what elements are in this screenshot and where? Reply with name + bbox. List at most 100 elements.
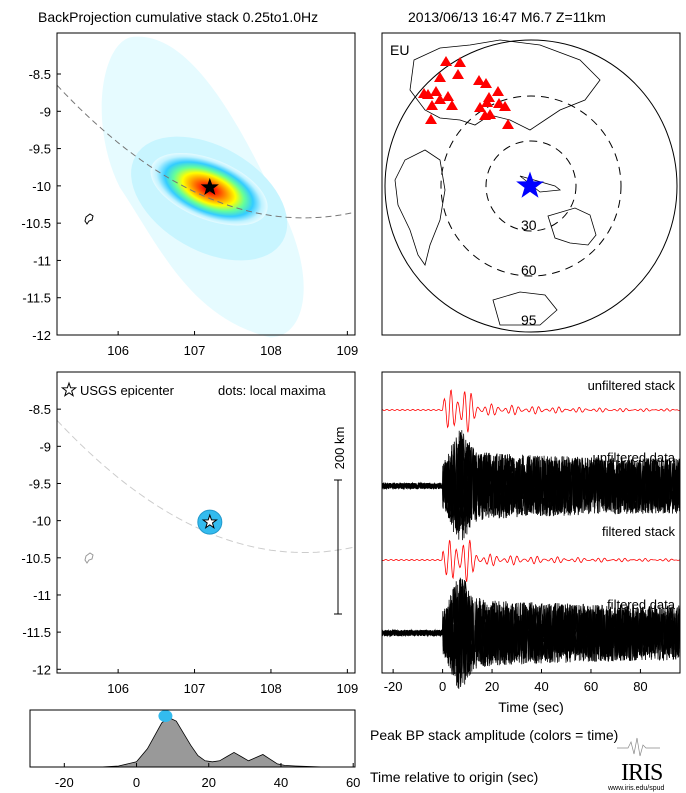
y-tick-label: -8.5 <box>29 67 51 82</box>
y-tick-label: -9.5 <box>29 476 51 491</box>
ring-label-95: 95 <box>521 312 537 328</box>
station-triangle <box>454 57 466 67</box>
legend-star-icon <box>60 381 78 397</box>
waveform-panel: unfiltered stack unfiltered data filtere… <box>381 371 681 715</box>
station-triangle <box>440 56 452 66</box>
title-right: 2013/06/13 16:47 M6.7 Z=11km <box>408 9 606 25</box>
y-tick-label: -12 <box>32 328 51 343</box>
station-triangle <box>473 75 485 85</box>
peak-xlabel: Time relative to origin (sec) <box>370 769 538 785</box>
x-tick-label: 109 <box>337 343 359 358</box>
peak-title: Peak BP stack amplitude (colors = time) <box>370 727 618 743</box>
x-tick-label: 108 <box>260 343 282 358</box>
axes-frame <box>29 709 356 768</box>
station-triangle <box>434 72 446 82</box>
x-tick-label: 60 <box>584 679 598 694</box>
epicenter-star <box>200 177 219 196</box>
station-triangle <box>418 88 430 98</box>
x-tick-label: 108 <box>260 681 282 696</box>
y-tick-label: -10.5 <box>21 216 51 231</box>
legend-label: USGS epicenter <box>80 383 175 398</box>
station-triangle <box>425 114 437 124</box>
station-triangle <box>426 100 438 110</box>
island-outline <box>84 213 94 225</box>
station-triangle <box>452 69 464 79</box>
y-tick-label: -9 <box>39 104 51 119</box>
x-tick-label: 106 <box>107 343 129 358</box>
coastline <box>409 39 601 131</box>
ring-label-30: 30 <box>521 217 537 233</box>
logo-url: www.iris.edu/spud <box>607 785 665 792</box>
y-tick-label: -9.5 <box>29 142 51 157</box>
logo-text: IRIS <box>621 760 662 786</box>
filtered-data-trace <box>381 577 681 688</box>
y-tick-label: -8.5 <box>29 402 51 417</box>
x-tick-label: 0 <box>439 679 446 694</box>
scalebar-label: 200 km <box>332 427 347 470</box>
distance-ring <box>440 95 622 277</box>
x-tick-label: 107 <box>184 343 206 358</box>
usgs-epicenter-star <box>201 513 218 530</box>
station-triangle <box>430 86 442 96</box>
x-tick-label: 106 <box>107 681 129 696</box>
filtered-stack-trace <box>381 539 681 582</box>
y-tick-label: -10 <box>32 514 51 529</box>
x-tick-label: 40 <box>274 775 288 790</box>
station-map-panel: EU 30 60 95 <box>381 32 681 336</box>
axes-frame <box>381 371 681 674</box>
x-tick-label: -20 <box>55 775 74 790</box>
title-left: BackProjection cumulative stack 0.25to1.… <box>38 9 318 25</box>
coastline <box>547 207 597 246</box>
peak-time-dot <box>158 710 173 722</box>
region-label: EU <box>390 42 409 58</box>
peak-amplitude-panel: Peak BP stack amplitude (colors = time) … <box>29 709 618 790</box>
epicenter-star <box>516 171 544 198</box>
local-maxima-panel: USGS epicenter dots: local maxima 200 km… <box>21 371 359 696</box>
station-triangle <box>480 78 492 88</box>
cumulative-stack-panel: 106 107 108 109 -8.5 -9 -9.5 -10 -10.5 -11 -11.5 -1… <box>21 32 359 358</box>
waveform-xlabel: Time (sec) <box>498 699 564 715</box>
label-filtered-data: filtered data <box>607 597 676 612</box>
y-tick-label: -9 <box>39 439 51 454</box>
station-triangle <box>446 100 458 110</box>
station-triangle <box>481 97 493 107</box>
y-tick-label: -11 <box>33 253 51 268</box>
iris-logo: IRIS www.iris.edu/spud <box>607 737 665 792</box>
y-tick-label: -11.5 <box>22 625 51 640</box>
island-outline <box>84 552 94 564</box>
y-tick-label: -10 <box>32 179 51 194</box>
x-tick-label: 20 <box>202 775 216 790</box>
x-tick-label: 0 <box>133 775 140 790</box>
station-triangle <box>474 102 486 112</box>
x-tick-label: 107 <box>184 681 206 696</box>
station-triangle <box>434 94 446 104</box>
local-maxima-note: dots: local maxima <box>218 383 326 398</box>
y-tick-label: -12 <box>32 662 51 677</box>
station-triangle <box>442 91 454 101</box>
unfiltered-stack-trace <box>381 389 681 433</box>
y-tick-label: -11 <box>33 588 51 603</box>
globe-outline <box>384 39 678 333</box>
y-tick-label: -10.5 <box>21 551 51 566</box>
station-triangle <box>502 119 514 129</box>
peak-amplitude-area <box>100 717 354 768</box>
ring-label-60: 60 <box>521 262 537 278</box>
x-tick-label: -20 <box>384 679 403 694</box>
label-unfiltered-stack: unfiltered stack <box>588 378 676 393</box>
coastline <box>394 149 446 266</box>
y-tick-label: -11.5 <box>22 291 51 306</box>
station-triangle <box>499 101 511 111</box>
axes-frame <box>381 32 681 336</box>
coastline <box>492 291 558 326</box>
station-triangle <box>493 98 505 108</box>
x-tick-label: 60 <box>346 775 360 790</box>
label-filtered-stack: filtered stack <box>602 524 675 539</box>
x-tick-label: 109 <box>337 681 359 696</box>
station-triangle <box>484 109 496 119</box>
x-tick-label: 40 <box>534 679 548 694</box>
x-tick-label: 20 <box>485 679 499 694</box>
x-tick-label: 80 <box>633 679 647 694</box>
axes-frame <box>56 32 356 336</box>
distance-ring <box>485 140 577 232</box>
